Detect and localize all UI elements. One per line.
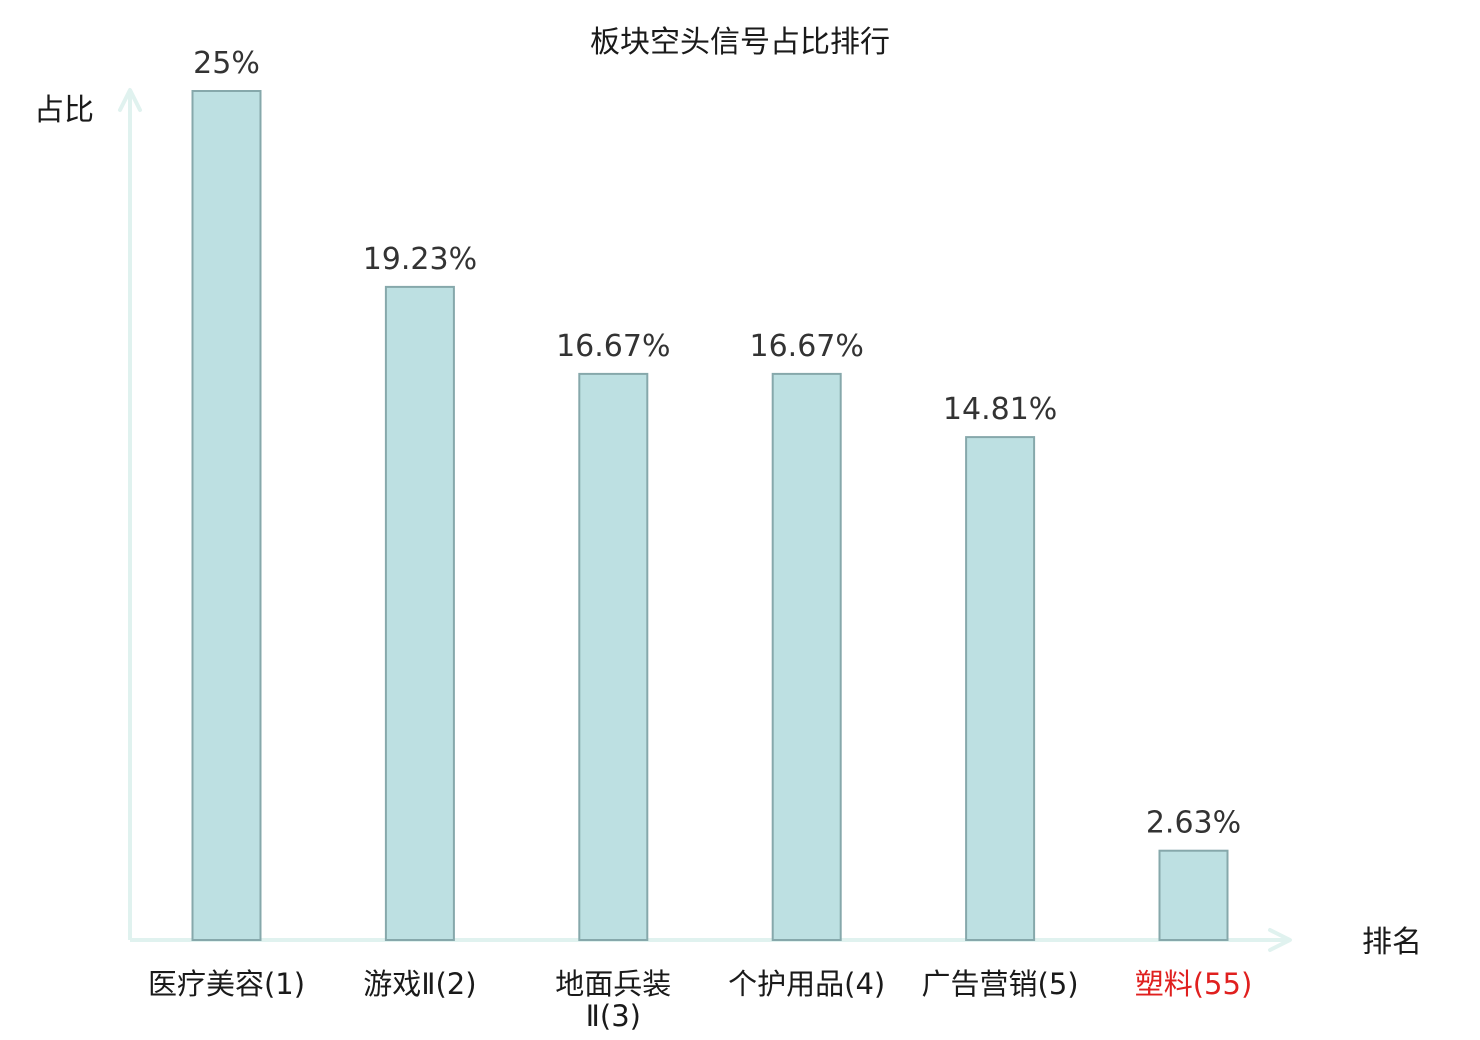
value-label-5: 14.81% — [943, 392, 1057, 427]
category-label-4: 个护用品(4) — [728, 967, 885, 1001]
x-axis-arrowhead — [1268, 928, 1292, 952]
x-axis-label: 排名 — [1362, 925, 1422, 960]
bar-5 — [965, 436, 1036, 941]
category-label-1: 医疗美容(1) — [148, 967, 305, 1001]
value-label-6: 2.63% — [1146, 806, 1241, 841]
value-labels-group: 25% 19.23% 16.67% 16.67% 14.81% 2.63% — [193, 46, 1241, 841]
chart-title: 板块空头信号占比排行 — [590, 25, 890, 60]
bars-group — [191, 90, 1229, 942]
bar-4 — [771, 372, 842, 941]
category-labels-group: 医疗美容(1) 游戏Ⅱ(2) 地面兵装 Ⅱ(3) 个护用品(4) 广告营销(5) 塑料(55… — [148, 967, 1252, 1033]
category-label-3: 地面兵装 Ⅱ(3) — [555, 967, 671, 1033]
value-label-3: 16.67% — [556, 329, 670, 364]
x-axis — [130, 928, 1292, 952]
y-axis — [118, 88, 142, 940]
y-axis-label: 占比 — [34, 93, 94, 128]
bar-3 — [578, 372, 649, 941]
category-label-6: 塑料(55) — [1135, 967, 1253, 1001]
y-axis-arrowhead — [118, 88, 142, 112]
bar-6 — [1158, 849, 1229, 942]
bar-1 — [191, 90, 262, 941]
value-label-1: 25% — [193, 46, 260, 81]
bar-2 — [384, 285, 455, 941]
category-label-5: 广告营销(5) — [922, 967, 1079, 1001]
value-label-2: 19.23% — [363, 242, 477, 277]
value-label-4: 16.67% — [750, 329, 864, 364]
category-label-2: 游戏Ⅱ(2) — [363, 967, 476, 1001]
